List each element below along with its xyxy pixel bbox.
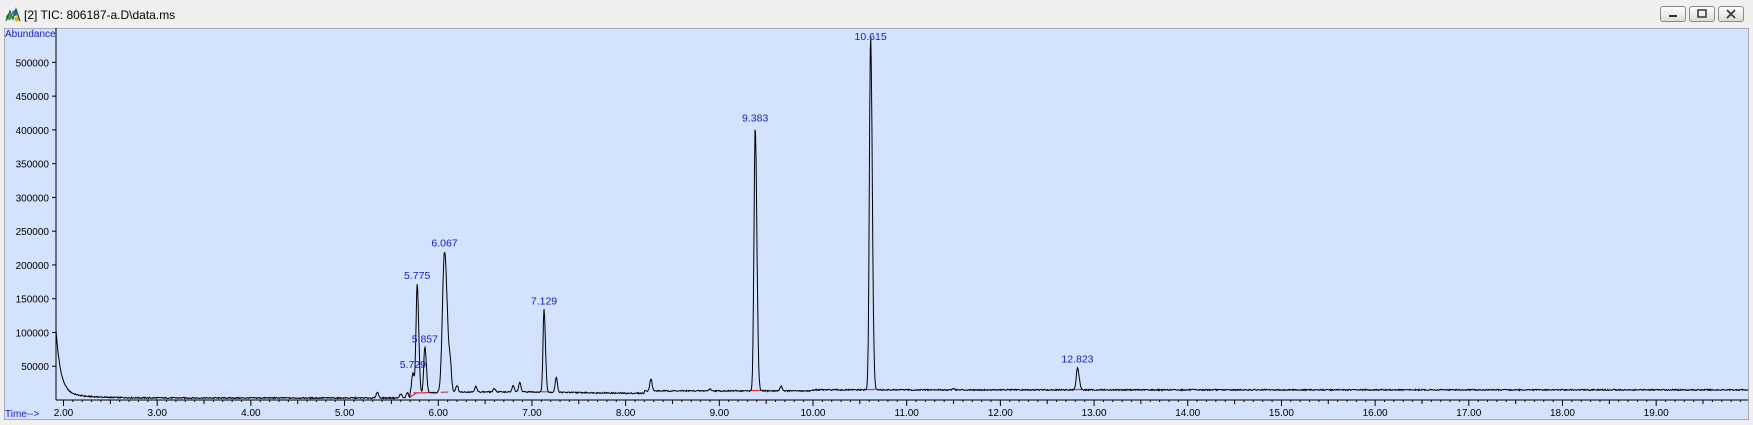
peak-label: 6.067 <box>431 237 457 249</box>
minimize-button[interactable] <box>1660 6 1686 22</box>
y-tick-label: 200000 <box>16 261 50 272</box>
x-axis-label: Time--> <box>5 409 40 420</box>
restore-button[interactable] <box>1689 6 1715 22</box>
peak-label: 9.383 <box>742 113 768 125</box>
x-tick-label: 6.00 <box>429 408 449 419</box>
close-button[interactable] <box>1718 6 1744 22</box>
peak-label: 7.129 <box>531 296 557 308</box>
x-tick-label: 3.00 <box>147 408 167 419</box>
x-tick-label: 5.00 <box>335 408 355 419</box>
plot-background <box>4 28 1749 420</box>
peak-label: 5.857 <box>412 333 438 345</box>
x-tick-label: 12.00 <box>988 408 1013 419</box>
x-tick-label: 13.00 <box>1082 408 1107 419</box>
y-tick-label: 350000 <box>16 160 50 171</box>
peak-label: 10.615 <box>855 31 887 43</box>
x-tick-label: 15.00 <box>1269 408 1294 419</box>
x-tick-label: 2.00 <box>54 408 74 419</box>
x-tick-label: 17.00 <box>1456 408 1481 419</box>
x-tick-label: 7.00 <box>522 408 542 419</box>
tic-chromatogram-chart[interactable]: 50000 100000 150000 200000 250000 300000 35000… <box>4 28 1749 420</box>
y-tick-label: 100000 <box>16 328 50 339</box>
y-tick-label: 450000 <box>16 92 50 103</box>
y-tick-label: 300000 <box>16 193 50 204</box>
close-icon <box>1719 7 1743 21</box>
y-tick-label: 50000 <box>21 362 49 373</box>
peak-label: 5.729 <box>400 359 426 371</box>
peak-label: 12.823 <box>1061 354 1093 366</box>
chromatogram-app-icon <box>5 7 21 23</box>
window-title: [2] TIC: 806187-a.D\data.ms <box>24 8 175 22</box>
y-tick-label: 400000 <box>16 126 50 137</box>
restore-icon <box>1690 7 1714 21</box>
y-axis-label: Abundance <box>5 29 56 40</box>
y-tick-label: 500000 <box>16 58 50 69</box>
x-tick-label: 18.00 <box>1550 408 1575 419</box>
x-tick-label: 10.00 <box>800 408 825 419</box>
title-bar[interactable]: [2] TIC: 806187-a.D\data.ms <box>0 0 1753 28</box>
x-tick-label: 4.00 <box>241 408 261 419</box>
x-tick-label: 19.00 <box>1644 408 1669 419</box>
peak-label: 5.775 <box>404 270 430 282</box>
x-tick-label: 11.00 <box>895 408 920 419</box>
x-tick-label: 16.00 <box>1363 408 1388 419</box>
y-tick-label: 150000 <box>16 295 50 306</box>
x-tick-label: 8.00 <box>616 408 636 419</box>
x-tick-label: 9.00 <box>710 408 730 419</box>
y-tick-label: 250000 <box>16 227 50 238</box>
minimize-icon <box>1661 7 1685 21</box>
chart-panel[interactable]: 50000 100000 150000 200000 250000 300000 35000… <box>4 28 1749 420</box>
x-tick-label: 14.00 <box>1175 408 1200 419</box>
